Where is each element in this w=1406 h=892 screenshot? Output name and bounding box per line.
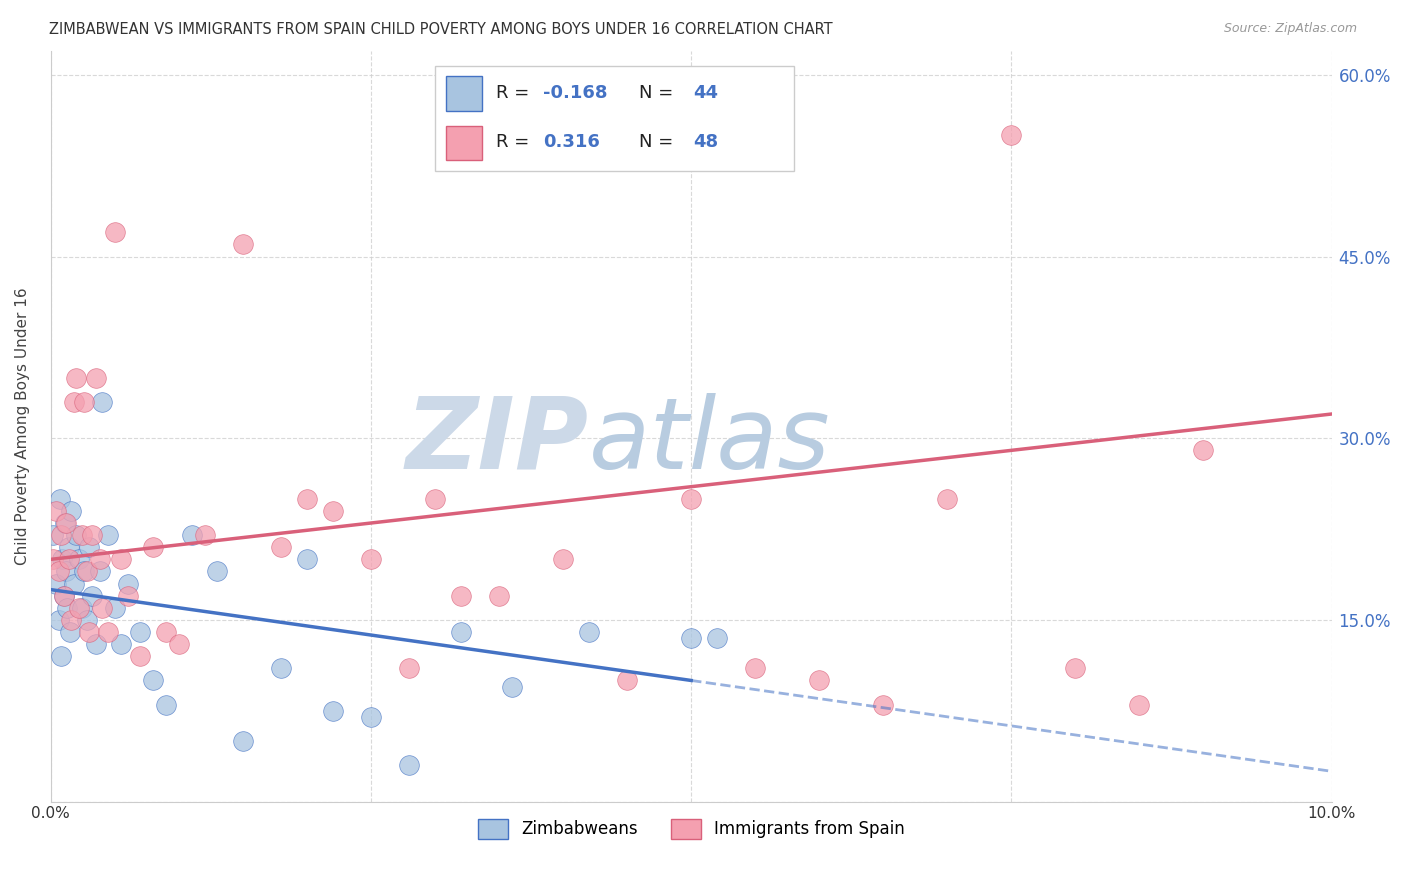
Point	[681, 631, 703, 645]
Point	[129, 625, 152, 640]
Point	[232, 734, 254, 748]
Point	[89, 565, 111, 579]
Point	[398, 661, 420, 675]
Point	[58, 540, 80, 554]
Point	[89, 552, 111, 566]
Point	[67, 552, 90, 566]
Text: atlas: atlas	[589, 392, 831, 490]
Point	[193, 528, 215, 542]
Point	[129, 649, 152, 664]
Point	[488, 589, 510, 603]
Point	[450, 589, 472, 603]
Point	[70, 528, 93, 542]
Text: ZIMBABWEAN VS IMMIGRANTS FROM SPAIN CHILD POVERTY AMONG BOYS UNDER 16 CORRELATIO: ZIMBABWEAN VS IMMIGRANTS FROM SPAIN CHIL…	[49, 22, 832, 37]
Point	[56, 600, 79, 615]
Point	[52, 589, 75, 603]
Point	[142, 673, 165, 688]
Point	[77, 625, 100, 640]
Point	[77, 540, 100, 554]
Point	[67, 600, 90, 615]
Point	[360, 552, 382, 566]
Point	[142, 540, 165, 554]
Text: ZIP: ZIP	[406, 392, 589, 490]
Point	[104, 600, 127, 615]
Point	[49, 491, 72, 506]
Point	[295, 552, 318, 566]
Point	[553, 552, 575, 566]
Point	[1128, 698, 1150, 712]
Point	[1192, 443, 1215, 458]
Point	[49, 649, 72, 664]
Point	[322, 704, 344, 718]
Point	[295, 491, 318, 506]
Point	[65, 370, 87, 384]
Point	[80, 528, 103, 542]
Point	[49, 528, 72, 542]
Point	[76, 613, 98, 627]
Point	[232, 237, 254, 252]
Point	[55, 516, 77, 530]
Point	[1000, 128, 1022, 143]
Point	[104, 225, 127, 239]
Point	[76, 565, 98, 579]
Point	[872, 698, 894, 712]
Legend: Zimbabweans, Immigrants from Spain: Zimbabweans, Immigrants from Spain	[471, 812, 911, 846]
Point	[84, 637, 107, 651]
Point	[322, 504, 344, 518]
Point	[91, 395, 114, 409]
Point	[97, 528, 120, 542]
Point	[73, 565, 96, 579]
Point	[706, 631, 728, 645]
Point	[63, 576, 86, 591]
Point	[60, 504, 83, 518]
Point	[270, 661, 292, 675]
Point	[180, 528, 202, 542]
Point	[155, 698, 177, 712]
Point	[744, 661, 766, 675]
Point	[1064, 661, 1087, 675]
Text: Source: ZipAtlas.com: Source: ZipAtlas.com	[1223, 22, 1357, 36]
Point	[155, 625, 177, 640]
Point	[167, 637, 190, 651]
Point	[65, 528, 87, 542]
Point	[110, 637, 132, 651]
Point	[681, 491, 703, 506]
Y-axis label: Child Poverty Among Boys Under 16: Child Poverty Among Boys Under 16	[15, 287, 30, 565]
Point	[91, 600, 114, 615]
Point	[97, 625, 120, 640]
Point	[110, 552, 132, 566]
Point	[42, 528, 65, 542]
Point	[616, 673, 638, 688]
Point	[53, 516, 76, 530]
Point	[60, 613, 83, 627]
Point	[117, 589, 139, 603]
Point	[270, 540, 292, 554]
Point	[936, 491, 959, 506]
Point	[501, 680, 523, 694]
Point	[808, 673, 831, 688]
Point	[48, 613, 70, 627]
Point	[52, 589, 75, 603]
Point	[58, 552, 80, 566]
Point	[51, 552, 73, 566]
Point	[48, 565, 70, 579]
Point	[70, 600, 93, 615]
Point	[80, 589, 103, 603]
Point	[45, 576, 67, 591]
Point	[578, 625, 600, 640]
Point	[360, 710, 382, 724]
Point	[59, 625, 82, 640]
Point	[42, 552, 65, 566]
Point	[117, 576, 139, 591]
Point	[84, 370, 107, 384]
Point	[450, 625, 472, 640]
Point	[73, 395, 96, 409]
Point	[207, 565, 229, 579]
Point	[55, 565, 77, 579]
Point	[63, 395, 86, 409]
Point	[45, 504, 67, 518]
Point	[423, 491, 446, 506]
Point	[398, 758, 420, 772]
